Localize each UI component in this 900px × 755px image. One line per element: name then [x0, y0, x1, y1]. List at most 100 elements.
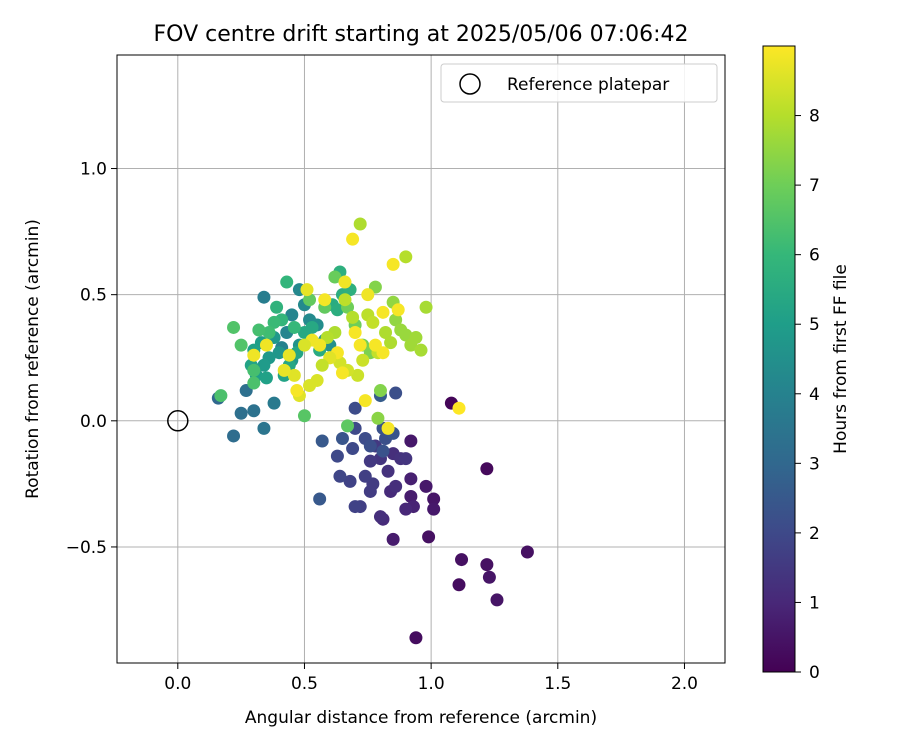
data-point — [404, 472, 418, 486]
data-point — [455, 553, 469, 567]
data-point — [287, 320, 301, 334]
data-point — [252, 323, 266, 337]
data-point — [272, 346, 286, 360]
data-point — [422, 530, 436, 544]
data-point — [338, 275, 352, 289]
data-point — [343, 474, 357, 488]
data-point — [333, 469, 347, 483]
data-point — [358, 394, 372, 408]
legend-label: Reference platepar — [507, 75, 669, 95]
data-point — [277, 363, 291, 377]
data-point — [338, 293, 352, 307]
legend-open-circle-marker — [459, 73, 481, 95]
data-point — [399, 502, 413, 516]
colorbar-tick-label: 7 — [809, 176, 820, 196]
x-tick-label: 2.0 — [671, 674, 698, 694]
data-point — [227, 429, 241, 443]
data-point — [305, 320, 319, 334]
data-point — [267, 315, 281, 329]
data-point — [363, 439, 377, 453]
data-point — [346, 232, 360, 246]
data-point — [480, 558, 494, 572]
x-tick-label: 0.0 — [164, 674, 191, 694]
legend-box — [440, 63, 718, 103]
gridlines — [117, 55, 725, 663]
data-point — [356, 353, 370, 367]
data-point — [247, 348, 261, 362]
colorbar-label: Hours from first FF file — [831, 264, 851, 454]
data-point — [353, 338, 367, 352]
x-axis-label: Angular distance from reference (arcmin) — [245, 708, 597, 728]
data-point — [287, 368, 301, 382]
colorbar: 0 1 2 3 4 5 6 7 8 Hours from first FF file — [762, 45, 851, 683]
data-point — [361, 288, 375, 302]
colorbar-tick-label: 2 — [809, 524, 820, 544]
colorbar-tick-label: 0 — [809, 663, 820, 683]
data-point — [376, 346, 390, 360]
data-point — [490, 593, 504, 607]
data-point — [419, 479, 433, 493]
colorbar-tick-label: 1 — [809, 593, 820, 613]
x-axis: 0.0 0.5 1.0 1.5 2.0 — [164, 663, 698, 694]
data-point — [386, 257, 400, 271]
data-point — [404, 489, 418, 503]
data-point — [257, 421, 271, 435]
chart-title: FOV centre drift starting at 2025/05/06 … — [154, 22, 689, 47]
data-point — [482, 570, 496, 584]
data-point — [290, 384, 304, 398]
data-point — [303, 378, 317, 392]
data-point — [373, 510, 387, 524]
x-tick-label: 1.5 — [544, 674, 571, 694]
data-point — [348, 326, 362, 340]
data-point — [480, 462, 494, 476]
data-point — [303, 293, 317, 307]
data-point — [330, 303, 344, 317]
data-point — [452, 401, 466, 415]
data-point — [328, 270, 342, 284]
data-point — [247, 376, 261, 390]
x-tick-label: 0.5 — [291, 674, 318, 694]
data-point — [363, 484, 377, 498]
data-point — [427, 492, 441, 506]
data-point — [389, 386, 403, 400]
y-tick-label: 1.0 — [80, 160, 107, 180]
data-point — [315, 358, 329, 372]
data-point — [376, 444, 390, 458]
data-point — [409, 331, 423, 345]
x-tick-label: 1.0 — [418, 674, 445, 694]
data-point — [366, 315, 380, 329]
data-point — [373, 384, 387, 398]
data-point — [214, 389, 228, 403]
data-point — [414, 343, 428, 357]
data-point — [427, 502, 441, 516]
colorbar-tick-label: 8 — [809, 107, 820, 127]
data-point — [520, 545, 534, 559]
data-point — [419, 300, 433, 314]
plot-background — [117, 55, 725, 663]
data-point — [282, 348, 296, 362]
data-point — [346, 442, 360, 456]
data-point — [358, 469, 372, 483]
colorbar-tick-label: 6 — [809, 246, 820, 266]
data-point — [348, 500, 362, 514]
data-point — [313, 492, 327, 506]
data-point — [409, 631, 423, 645]
data-point — [389, 479, 403, 493]
data-point — [267, 396, 281, 410]
data-point — [335, 431, 349, 445]
data-point — [386, 532, 400, 546]
y-tick-label: 0.0 — [80, 412, 107, 432]
y-tick-label: 0.5 — [80, 286, 107, 306]
data-point — [234, 338, 248, 352]
plot-area — [116, 54, 726, 664]
data-point — [300, 283, 314, 297]
data-points — [211, 217, 534, 645]
data-point — [384, 336, 398, 350]
colorbar-ticks: 0 1 2 3 4 5 6 7 8 — [795, 107, 820, 683]
colorbar-tick-label: 3 — [809, 454, 820, 474]
data-point — [259, 338, 273, 352]
data-point — [341, 419, 355, 433]
data-point — [399, 452, 413, 466]
